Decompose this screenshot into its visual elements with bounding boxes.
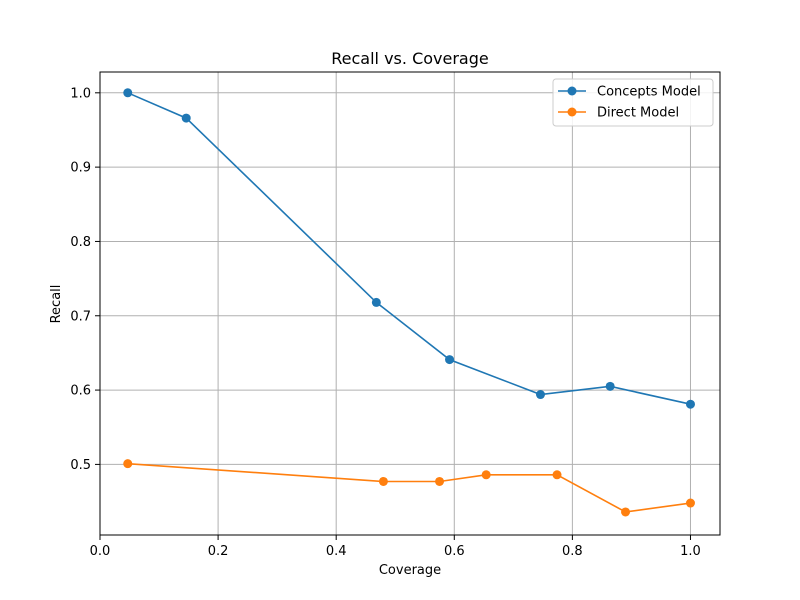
y-tick-label: 0.9 [70, 161, 91, 176]
data-point [605, 381, 615, 391]
x-axis: 0.0 0.2 0.4 0.6 0.8 1.0 [90, 535, 701, 559]
data-point [685, 498, 695, 508]
legend-item: Direct Model [558, 106, 679, 121]
y-tick-label: 0.5 [70, 458, 91, 473]
x-tick-label: 0.8 [562, 544, 583, 559]
data-point [181, 113, 191, 123]
data-point [371, 297, 381, 307]
series-line [127, 92, 691, 405]
data-point [378, 476, 388, 486]
legend-swatch-marker [567, 107, 577, 117]
y-tick-label: 0.8 [70, 235, 91, 250]
series-1 [123, 459, 695, 517]
chart-title: Recall vs. Coverage [331, 49, 488, 68]
data-point [685, 399, 695, 409]
data-point [123, 88, 133, 98]
legend-label: Concepts Model [597, 85, 701, 100]
data-point [552, 470, 562, 480]
y-axis-label: Recall [49, 285, 64, 324]
x-tick-label: 0.2 [208, 544, 229, 559]
series-line [127, 462, 691, 513]
plot-frame [99, 71, 721, 536]
legend: Concepts Model Direct Model [552, 78, 714, 127]
x-tick-label: 0.0 [90, 544, 111, 559]
data-point [535, 390, 545, 400]
series-layer [123, 88, 695, 517]
series-0 [123, 88, 695, 409]
y-axis: 0.5 0.6 0.7 0.8 0.9 1.0 [70, 86, 100, 473]
data-point [481, 470, 491, 480]
x-axis-label: Coverage [379, 563, 441, 578]
y-tick-label: 0.7 [70, 309, 91, 324]
x-tick-label: 1.0 [680, 544, 701, 559]
y-tick-label: 1.0 [70, 86, 91, 101]
data-point [621, 507, 631, 517]
x-tick-label: 0.6 [444, 544, 465, 559]
y-tick-label: 0.6 [70, 384, 91, 399]
legend-item: Concepts Model [558, 85, 701, 100]
data-point [123, 459, 133, 469]
data-point [435, 476, 445, 486]
x-tick-label: 0.4 [326, 544, 347, 559]
legend-label: Direct Model [597, 106, 679, 121]
data-point [445, 355, 455, 365]
grid [99, 72, 720, 535]
legend-box [552, 78, 714, 127]
legend-swatch-marker [567, 86, 577, 96]
